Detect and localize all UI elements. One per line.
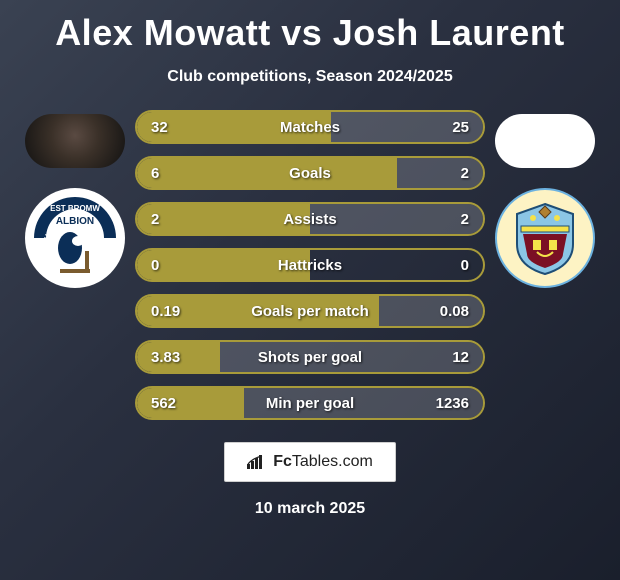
stat-row: 3225Matches xyxy=(135,110,485,144)
bars-icon xyxy=(247,455,265,469)
brand-prefix: Fc xyxy=(273,453,292,470)
wba-crest-icon: EST BROMW ICH ALBION xyxy=(30,193,120,283)
stat-row: 5621236Min per goal xyxy=(135,386,485,420)
stat-label: Hattricks xyxy=(137,257,483,274)
club-badge-right xyxy=(495,188,595,288)
burnley-crest-icon xyxy=(503,196,587,280)
stat-row: 62Goals xyxy=(135,156,485,190)
brand-suffix: Tables.com xyxy=(292,453,373,470)
player-avatar-right xyxy=(495,114,595,168)
stat-label: Shots per goal xyxy=(137,349,483,366)
page-title: Alex Mowatt vs Josh Laurent xyxy=(55,12,565,54)
main-row: EST BROMW ICH ALBION 3225Matches 62Goals 2… xyxy=(0,110,620,420)
club-badge-left: EST BROMW ICH ALBION xyxy=(25,188,125,288)
date-text: 10 march 2025 xyxy=(255,500,365,518)
stat-label: Goals per match xyxy=(137,303,483,320)
stat-label: Matches xyxy=(137,119,483,136)
player-avatar-left xyxy=(25,114,125,168)
left-side: EST BROMW ICH ALBION xyxy=(15,110,135,288)
stat-label: Goals xyxy=(137,165,483,182)
subtitle: Club competitions, Season 2024/2025 xyxy=(167,68,452,86)
svg-text:EST BROMW: EST BROMW xyxy=(50,204,100,213)
stat-row: 0.190.08Goals per match xyxy=(135,294,485,328)
brand-text: FcTables.com xyxy=(273,453,373,471)
stats-block: 3225Matches 62Goals 22Assists 00Hattricks 0.… xyxy=(135,110,485,420)
stat-label: Assists xyxy=(137,211,483,228)
brand-badge[interactable]: FcTables.com xyxy=(224,442,396,482)
right-side xyxy=(485,110,605,288)
stat-row: 3.8312Shots per goal xyxy=(135,340,485,374)
stat-label: Min per goal xyxy=(137,395,483,412)
stat-row: 00Hattricks xyxy=(135,248,485,282)
svg-text:ALBION: ALBION xyxy=(56,216,94,227)
comparison-card: Alex Mowatt vs Josh Laurent Club competi… xyxy=(0,0,620,580)
stat-row: 22Assists xyxy=(135,202,485,236)
